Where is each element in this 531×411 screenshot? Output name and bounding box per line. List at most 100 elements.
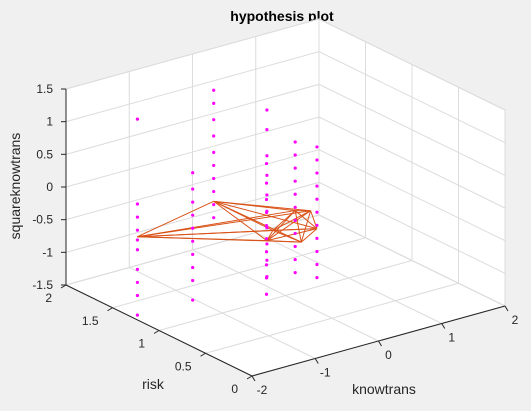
data-point <box>191 213 195 217</box>
data-point <box>191 200 195 204</box>
data-point <box>191 265 195 270</box>
data-point <box>135 313 140 317</box>
data-point <box>135 228 140 232</box>
data-point <box>293 153 297 157</box>
data-point <box>265 258 269 262</box>
data-point <box>293 192 297 196</box>
y-tick-mark <box>153 330 160 334</box>
data-point <box>135 117 140 121</box>
hypothesis-edge <box>266 210 311 242</box>
data-point <box>191 239 195 243</box>
hypothesis-edge <box>137 200 214 238</box>
data-point <box>315 236 319 240</box>
hypothesis-edge <box>266 228 318 242</box>
data-point <box>293 257 297 262</box>
data-point <box>264 161 269 166</box>
data-point <box>264 197 269 202</box>
data-point <box>135 280 140 285</box>
data-point <box>315 262 319 267</box>
data-point <box>315 210 319 214</box>
grid-line-z <box>65 83 506 176</box>
x-tick-label: -1 <box>320 366 331 380</box>
data-point <box>212 203 216 207</box>
x-tick-mark <box>314 358 319 364</box>
data-point <box>315 223 319 227</box>
z-tick-label: 1.5 <box>36 82 53 96</box>
data-point <box>135 238 140 242</box>
data-point <box>315 249 319 254</box>
x-tick-mark <box>504 305 509 312</box>
grid-line-z <box>65 214 506 307</box>
data-point <box>191 298 195 302</box>
x-tick-mark <box>441 323 446 329</box>
data-point <box>135 248 140 252</box>
data-point <box>264 237 269 241</box>
data-point <box>191 226 195 230</box>
data-point <box>212 88 216 92</box>
data-point <box>265 173 269 177</box>
z-tick-label: 0.5 <box>36 147 53 161</box>
data-point <box>293 271 297 275</box>
data-point <box>293 166 297 170</box>
x-tick-mark <box>251 375 256 382</box>
data-point <box>212 216 216 220</box>
data-point <box>315 145 319 149</box>
hypothesis-edge <box>213 200 268 242</box>
data-point <box>191 278 195 283</box>
data-point <box>191 187 195 191</box>
data-point <box>264 250 269 254</box>
data-point <box>191 252 195 256</box>
hypothesis-edge <box>294 210 302 243</box>
data-point <box>212 189 216 194</box>
grid-line-z <box>65 181 506 274</box>
hypothesis-edge <box>300 210 312 243</box>
data-point <box>265 193 269 197</box>
hypothesis-edge <box>294 210 318 229</box>
hypothesis-lines <box>137 200 318 243</box>
hypothesis-edge <box>266 240 302 243</box>
data-point <box>293 205 297 209</box>
chart-title: hypothesis plot <box>230 8 334 24</box>
hypothesis-edge <box>272 210 311 231</box>
y-axis-label: risk <box>142 376 165 392</box>
z-tick-label: 0 <box>46 180 53 194</box>
data-point <box>212 101 216 105</box>
data-point <box>293 179 297 183</box>
x-tick-label: 2 <box>512 313 519 327</box>
data-point <box>265 275 269 279</box>
data-point <box>135 202 140 206</box>
grid-line-z <box>65 149 506 242</box>
hypothesis-edge <box>213 200 311 212</box>
grid-line-z <box>65 18 506 111</box>
data-point <box>293 244 297 249</box>
data-point <box>264 292 269 296</box>
data-point <box>135 267 140 271</box>
z-tick-label: 1 <box>46 115 53 129</box>
data-point <box>315 171 319 175</box>
data-point <box>212 118 216 122</box>
grid-line-z <box>65 116 506 209</box>
x-tick-label: -2 <box>257 383 268 397</box>
data-points <box>135 88 319 317</box>
data-point <box>191 171 195 175</box>
data-point <box>293 218 297 222</box>
x-tick-label: 0 <box>385 348 392 362</box>
z-axis-label: squareknowtrans <box>7 133 23 240</box>
z-tick-label: -0.5 <box>32 213 53 227</box>
data-point <box>293 140 297 144</box>
data-point <box>315 158 319 162</box>
data-point <box>315 184 319 188</box>
data-point <box>315 275 319 280</box>
hypothesis-edge <box>272 228 317 231</box>
hypothesis-edge <box>213 200 302 243</box>
x-tick-mark <box>378 340 382 347</box>
data-point <box>265 226 269 230</box>
y-tick-mark <box>107 307 113 312</box>
data-point <box>264 263 269 267</box>
data-point <box>265 242 269 246</box>
hypothesis-edge <box>300 228 318 243</box>
hypothesis-edge <box>213 200 318 230</box>
data-point <box>212 176 216 181</box>
